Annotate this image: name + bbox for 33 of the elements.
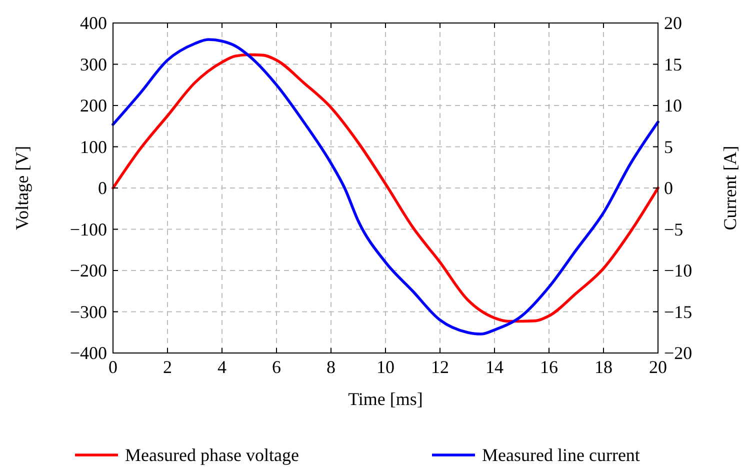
x-tick-label: 2 — [163, 357, 172, 377]
y-tick-label: 300 — [80, 54, 107, 74]
y-tick-label: 100 — [80, 136, 107, 157]
x-tick-label: 12 — [431, 357, 449, 377]
x-tick-label: 6 — [272, 357, 281, 377]
x-tick-label: 14 — [486, 357, 504, 377]
y2-tick-label: −10 — [664, 260, 692, 280]
x-tick-label: 20 — [649, 357, 667, 377]
x-tick-label: 10 — [376, 357, 394, 377]
x-tick-label: 8 — [326, 357, 336, 377]
y-tick-label: 400 — [80, 13, 107, 33]
x-tick-label: 18 — [594, 357, 612, 377]
x-tick-label: 16 — [540, 357, 558, 377]
y2-tick-label: 15 — [664, 54, 682, 74]
y-tick-label: 200 — [80, 96, 107, 116]
y2-tick-label: −15 — [664, 302, 692, 322]
y-tick-label: 0 — [98, 178, 107, 198]
legend-label: Measured line current — [482, 445, 640, 465]
legend-label: Measured phase voltage — [125, 445, 299, 465]
x-tick-label: 4 — [218, 357, 226, 377]
y-tick-label: −400 — [70, 343, 107, 363]
y-tick-label: −300 — [70, 302, 107, 322]
y2-axis-title: Current [A] — [720, 146, 740, 230]
y-tick-label: −100 — [70, 219, 107, 240]
y2-tick-label: 20 — [664, 13, 682, 33]
y2-tick-label: 0 — [664, 178, 673, 198]
y-axis-title: Voltage [V] — [12, 146, 32, 230]
y2-tick-label: 10 — [664, 96, 682, 116]
y2-tick-label: −20 — [664, 343, 692, 363]
x-axis-title: Time [ms] — [348, 389, 423, 409]
y2-tick-label: 5 — [664, 136, 673, 157]
y2-tick-label: −5 — [664, 219, 684, 240]
y-tick-label: −200 — [70, 260, 107, 280]
